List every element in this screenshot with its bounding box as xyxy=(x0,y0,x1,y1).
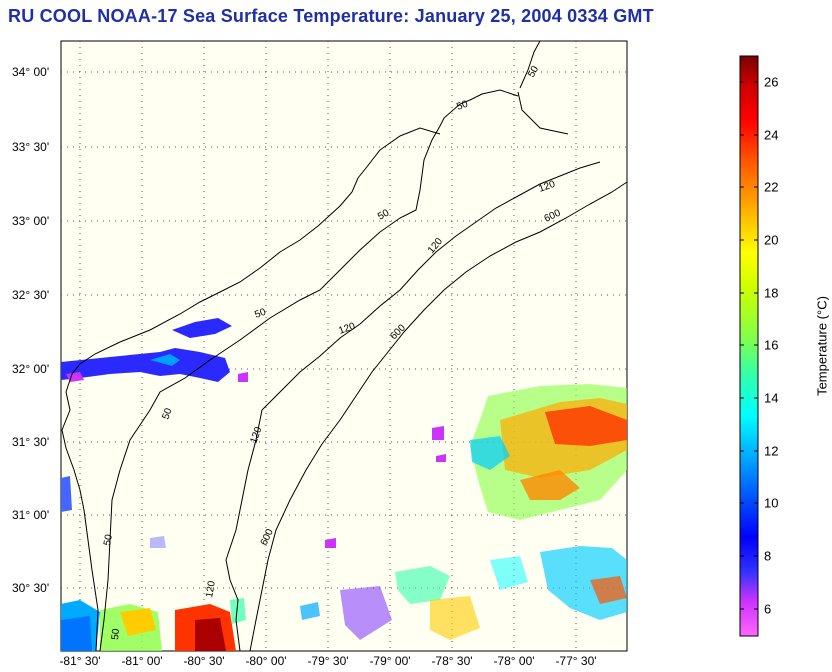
lat-label: 33° 00' xyxy=(12,214,50,228)
isobath-label: 50 xyxy=(376,207,392,222)
isobath-600 xyxy=(249,181,628,652)
isobath-label: 50 xyxy=(455,99,470,113)
colorbar-tick-label: 20 xyxy=(764,232,779,248)
isobath-120 xyxy=(225,161,601,652)
lat-label: 31° 00' xyxy=(12,508,50,522)
lon-label: -80° 00' xyxy=(245,654,287,668)
lat-label: 33° 30' xyxy=(12,140,50,154)
colorbar-tick-label: 8 xyxy=(764,548,772,564)
isobath-label: 50 xyxy=(253,307,268,321)
lon-label: -80° 30' xyxy=(183,654,225,668)
colorbar-tick-label: 24 xyxy=(764,127,779,143)
colorbar-tick-label: 18 xyxy=(764,285,779,301)
colorbar-tick-label: 14 xyxy=(764,390,779,406)
lon-label: -81° 30' xyxy=(59,654,101,668)
colorbar-tick-label: 6 xyxy=(764,601,772,617)
colorbar-tick-label: 22 xyxy=(764,179,779,195)
coastline xyxy=(61,40,569,652)
isobath-label: 120 xyxy=(204,580,218,599)
colorbar xyxy=(739,55,759,637)
colorbar-tick-label: 16 xyxy=(764,337,779,353)
lat-label: 34° 00' xyxy=(12,65,50,79)
colorbar-tick-label: 10 xyxy=(764,495,779,511)
isobath-label: 50 xyxy=(110,628,122,640)
lon-label: -78° 00' xyxy=(493,654,535,668)
lon-label: -79° 30' xyxy=(307,654,349,668)
map-frame xyxy=(60,40,628,652)
colorbar-tick-label: 12 xyxy=(764,443,779,459)
isobath-label: 50 xyxy=(526,64,541,80)
lon-label: -77° 30' xyxy=(555,654,597,668)
isobaths xyxy=(99,89,628,652)
lat-label: 32° 30' xyxy=(12,288,50,302)
lat-label: 32° 00' xyxy=(12,362,50,376)
isobath-50 xyxy=(99,89,519,652)
lat-label: 30° 30' xyxy=(12,581,50,595)
lon-label: -78° 30' xyxy=(431,654,473,668)
isobath-label: 50 xyxy=(160,406,174,421)
lon-label: -79° 00' xyxy=(369,654,411,668)
colorbar-title: Temperature (°C) xyxy=(814,296,830,396)
colorbar-ticks xyxy=(740,81,758,610)
lon-label: -81° 00' xyxy=(121,654,163,668)
sst-data xyxy=(61,318,627,651)
map-title: RU COOL NOAA-17 Sea Surface Temperature:… xyxy=(8,6,654,26)
colorbar-tick-label: 26 xyxy=(764,74,779,90)
lat-label: 31° 30' xyxy=(12,435,50,449)
isobath-label: 50 xyxy=(102,533,115,546)
graticule xyxy=(61,41,627,651)
